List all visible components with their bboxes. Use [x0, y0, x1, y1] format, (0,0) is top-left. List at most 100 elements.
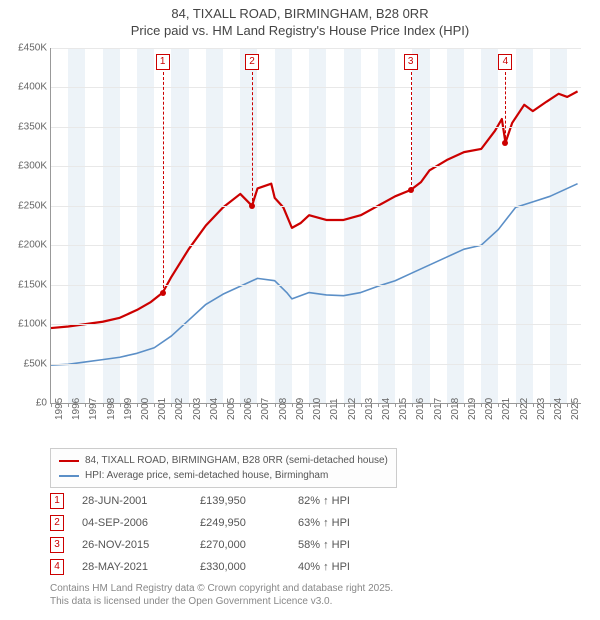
legend-item: 84, TIXALL ROAD, BIRMINGHAM, B28 0RR (se…	[59, 453, 388, 468]
transaction-row: 4 28-MAY-2021 £330,000 40% ↑ HPI	[50, 556, 388, 578]
x-axis-label: 1995	[54, 398, 65, 420]
x-axis-label: 2016	[415, 398, 426, 420]
marker-label: 3	[404, 54, 418, 70]
x-axis-label: 2019	[467, 398, 478, 420]
legend-swatch	[59, 460, 79, 462]
x-axis-label: 2025	[570, 398, 581, 420]
transaction-price: £249,950	[200, 517, 280, 529]
x-tick	[430, 403, 431, 407]
transaction-row: 204-SEP-2006£249,95063% ↑ HPI	[50, 512, 388, 534]
x-axis-label: 1998	[106, 398, 117, 420]
x-tick	[171, 403, 172, 407]
marker-line	[252, 72, 253, 206]
transaction-price: £270,000	[200, 539, 280, 551]
y-axis-label: £100K	[3, 319, 47, 330]
x-axis-label: 2000	[140, 398, 151, 420]
x-axis-label: 2023	[536, 398, 547, 420]
legend-label: 84, TIXALL ROAD, BIRMINGHAM, B28 0RR (se…	[85, 453, 388, 468]
x-tick	[275, 403, 276, 407]
y-axis-label: £350K	[3, 121, 47, 132]
x-axis-label: 2007	[260, 398, 271, 420]
marker-label: 1	[156, 54, 170, 70]
transaction-date: 28-MAY-2021	[82, 561, 182, 573]
series-hpi	[51, 184, 578, 365]
x-tick	[240, 403, 241, 407]
x-tick	[257, 403, 258, 407]
legend-box: 84, TIXALL ROAD, BIRMINGHAM, B28 0RR (se…	[50, 448, 397, 488]
x-axis-label: 2013	[364, 398, 375, 420]
footer-line-2: This data is licensed under the Open Gov…	[50, 595, 393, 608]
transaction-date: 26-NOV-2015	[82, 539, 182, 551]
x-axis-label: 1999	[123, 398, 134, 420]
x-axis-label: 2012	[347, 398, 358, 420]
chart-lines-svg	[51, 48, 581, 403]
x-tick	[223, 403, 224, 407]
x-tick	[154, 403, 155, 407]
x-axis-label: 2011	[329, 398, 340, 420]
transaction-row: 3 26-NOV-2015 £270,000 58% ↑ HPI	[50, 534, 388, 556]
y-axis-label: £250K	[3, 200, 47, 211]
x-tick	[103, 403, 104, 407]
title-line-2: Price paid vs. HM Land Registry's House …	[0, 23, 600, 40]
transaction-vs-hpi: 63% ↑ HPI	[298, 517, 388, 529]
x-tick	[292, 403, 293, 407]
x-tick	[447, 403, 448, 407]
marker-point	[249, 203, 255, 209]
legend-label: HPI: Average price, semi-detached house,…	[85, 468, 328, 483]
marker-line	[163, 72, 164, 293]
y-gridline	[51, 285, 581, 286]
x-tick	[378, 403, 379, 407]
transaction-index: 3	[50, 537, 64, 553]
x-axis-label: 2005	[226, 398, 237, 420]
x-axis-label: 1997	[88, 398, 99, 420]
y-axis-label: £400K	[3, 82, 47, 93]
x-axis-label: 2018	[450, 398, 461, 420]
transaction-vs-hpi: 58% ↑ HPI	[298, 539, 388, 551]
x-tick	[361, 403, 362, 407]
x-axis-label: 2014	[381, 398, 392, 420]
x-axis-label: 1996	[71, 398, 82, 420]
x-axis-label: 2024	[553, 398, 564, 420]
x-axis-label: 2009	[295, 398, 306, 420]
y-axis-label: £450K	[3, 43, 47, 54]
transaction-table: 128-JUN-2001£139,95082% ↑ HPI204-SEP-200…	[50, 490, 388, 578]
x-axis-label: 2020	[484, 398, 495, 420]
y-gridline	[51, 364, 581, 365]
x-axis-label: 2010	[312, 398, 323, 420]
y-gridline	[51, 245, 581, 246]
x-tick	[498, 403, 499, 407]
transaction-index: 2	[50, 515, 64, 531]
y-axis-label: £50K	[3, 358, 47, 369]
transaction-price: £330,000	[200, 561, 280, 573]
x-axis-label: 2015	[398, 398, 409, 420]
chart-title: 84, TIXALL ROAD, BIRMINGHAM, B28 0RR Pri…	[0, 0, 600, 40]
marker-point	[408, 187, 414, 193]
y-axis-label: £300K	[3, 161, 47, 172]
x-tick	[533, 403, 534, 407]
marker-line	[505, 72, 506, 143]
transaction-price: £139,950	[200, 495, 280, 507]
x-tick	[68, 403, 69, 407]
y-gridline	[51, 87, 581, 88]
transaction-vs-hpi: 40% ↑ HPI	[298, 561, 388, 573]
y-gridline	[51, 206, 581, 207]
x-tick	[481, 403, 482, 407]
marker-line	[411, 72, 412, 190]
x-tick	[344, 403, 345, 407]
x-tick	[51, 403, 52, 407]
transaction-date: 28-JUN-2001	[82, 495, 182, 507]
footer-attribution: Contains HM Land Registry data © Crown c…	[50, 582, 393, 608]
x-axis-label: 2006	[243, 398, 254, 420]
title-line-1: 84, TIXALL ROAD, BIRMINGHAM, B28 0RR	[0, 6, 600, 23]
transaction-index: 4	[50, 559, 64, 575]
y-axis-label: £200K	[3, 240, 47, 251]
marker-point	[502, 140, 508, 146]
y-gridline	[51, 127, 581, 128]
x-tick	[516, 403, 517, 407]
y-gridline	[51, 166, 581, 167]
marker-point	[160, 290, 166, 296]
x-axis-label: 2017	[433, 398, 444, 420]
x-axis-label: 2002	[174, 398, 185, 420]
legend-swatch	[59, 475, 79, 477]
marker-label: 2	[245, 54, 259, 70]
